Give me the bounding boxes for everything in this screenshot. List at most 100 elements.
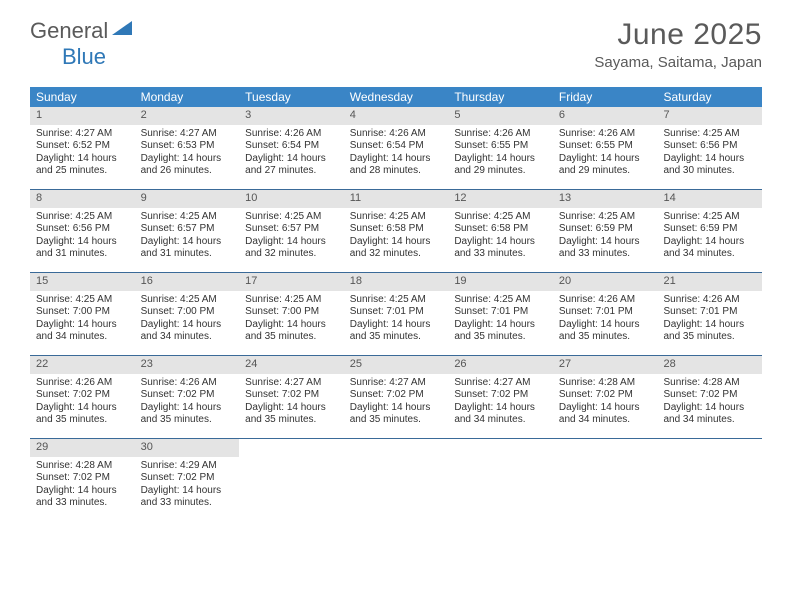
day-cell: 28Sunrise: 4:28 AMSunset: 7:02 PMDayligh…: [657, 356, 762, 438]
day-body: Sunrise: 4:27 AMSunset: 7:02 PMDaylight:…: [344, 374, 449, 431]
day-number: 22: [30, 356, 135, 374]
day-header-sunday: Sunday: [30, 87, 135, 107]
day-body: Sunrise: 4:26 AMSunset: 6:55 PMDaylight:…: [553, 125, 658, 182]
daylight-line: Daylight: 14 hours and 29 minutes.: [454, 153, 547, 178]
day-header-row: Sunday Monday Tuesday Wednesday Thursday…: [30, 87, 762, 107]
daylight-line: Daylight: 14 hours and 28 minutes.: [350, 153, 443, 178]
daylight-line: Daylight: 14 hours and 25 minutes.: [36, 153, 129, 178]
sunrise-line: Sunrise: 4:28 AM: [663, 377, 756, 390]
day-header-thursday: Thursday: [448, 87, 553, 107]
sunset-line: Sunset: 6:55 PM: [454, 140, 547, 153]
day-body: Sunrise: 4:26 AMSunset: 6:54 PMDaylight:…: [344, 125, 449, 182]
day-body: Sunrise: 4:26 AMSunset: 6:54 PMDaylight:…: [239, 125, 344, 182]
day-cell: 17Sunrise: 4:25 AMSunset: 7:00 PMDayligh…: [239, 273, 344, 355]
sunrise-line: Sunrise: 4:27 AM: [245, 377, 338, 390]
day-number: 12: [448, 190, 553, 208]
day-number: 14: [657, 190, 762, 208]
daylight-line: Daylight: 14 hours and 30 minutes.: [663, 153, 756, 178]
sunrise-line: Sunrise: 4:25 AM: [454, 294, 547, 307]
day-body: Sunrise: 4:25 AMSunset: 7:01 PMDaylight:…: [448, 291, 553, 348]
day-number: 8: [30, 190, 135, 208]
day-cell: 6Sunrise: 4:26 AMSunset: 6:55 PMDaylight…: [553, 107, 658, 189]
day-cell: 7 Sunrise: 4:25 AMSunset: 6:56 PMDaylight…: [657, 107, 762, 189]
day-body: Sunrise: 4:25 AMSunset: 6:58 PMDaylight:…: [448, 208, 553, 265]
sunrise-line: Sunrise: 4:26 AM: [36, 377, 129, 390]
calendar: Sunday Monday Tuesday Wednesday Thursday…: [30, 87, 762, 521]
sunrise-line: Sunrise: 4:25 AM: [36, 211, 129, 224]
sunset-line: Sunset: 6:57 PM: [245, 223, 338, 236]
sunrise-line: Sunrise: 4:25 AM: [663, 128, 756, 141]
sunrise-line: Sunrise: 4:26 AM: [559, 128, 652, 141]
sunset-line: Sunset: 7:00 PM: [141, 306, 234, 319]
daylight-line: Daylight: 14 hours and 35 minutes.: [350, 319, 443, 344]
day-header-wednesday: Wednesday: [344, 87, 449, 107]
day-cell: 5Sunrise: 4:26 AMSunset: 6:55 PMDaylight…: [448, 107, 553, 189]
day-body: Sunrise: 4:25 AMSunset: 7:00 PMDaylight:…: [30, 291, 135, 348]
daylight-line: Daylight: 14 hours and 31 minutes.: [36, 236, 129, 261]
sunset-line: Sunset: 7:01 PM: [350, 306, 443, 319]
day-header-friday: Friday: [553, 87, 658, 107]
day-number: 13: [553, 190, 658, 208]
day-cell: 2Sunrise: 4:27 AMSunset: 6:53 PMDaylight…: [135, 107, 240, 189]
empty-day: [657, 439, 762, 501]
sunrise-line: Sunrise: 4:28 AM: [36, 460, 129, 473]
day-cell: 30Sunrise: 4:29 AMSunset: 7:02 PMDayligh…: [135, 439, 240, 521]
empty-day: [239, 439, 344, 501]
week-row: 15Sunrise: 4:25 AMSunset: 7:00 PMDayligh…: [30, 273, 762, 356]
day-number: 23: [135, 356, 240, 374]
day-cell: 3Sunrise: 4:26 AMSunset: 6:54 PMDaylight…: [239, 107, 344, 189]
sunset-line: Sunset: 7:02 PM: [454, 389, 547, 402]
sunset-line: Sunset: 6:57 PM: [141, 223, 234, 236]
sunrise-line: Sunrise: 4:25 AM: [350, 211, 443, 224]
day-number: 16: [135, 273, 240, 291]
sunrise-line: Sunrise: 4:25 AM: [141, 211, 234, 224]
sunrise-line: Sunrise: 4:29 AM: [141, 460, 234, 473]
day-cell: 12Sunrise: 4:25 AMSunset: 6:58 PMDayligh…: [448, 190, 553, 272]
sunrise-line: Sunrise: 4:28 AM: [559, 377, 652, 390]
sunrise-line: Sunrise: 4:25 AM: [245, 211, 338, 224]
sunset-line: Sunset: 7:00 PM: [36, 306, 129, 319]
day-number: 4: [344, 107, 449, 125]
day-body: Sunrise: 4:28 AMSunset: 7:02 PMDaylight:…: [553, 374, 658, 431]
day-cell: 4Sunrise: 4:26 AMSunset: 6:54 PMDaylight…: [344, 107, 449, 189]
sunset-line: Sunset: 6:54 PM: [245, 140, 338, 153]
daylight-line: Daylight: 14 hours and 35 minutes.: [245, 319, 338, 344]
day-cell: [448, 439, 553, 521]
daylight-line: Daylight: 14 hours and 29 minutes.: [559, 153, 652, 178]
week-row: 29Sunrise: 4:28 AMSunset: 7:02 PMDayligh…: [30, 439, 762, 521]
sunrise-line: Sunrise: 4:25 AM: [663, 211, 756, 224]
daylight-line: Daylight: 14 hours and 35 minutes.: [141, 402, 234, 427]
sunset-line: Sunset: 7:02 PM: [559, 389, 652, 402]
day-cell: 23Sunrise: 4:26 AMSunset: 7:02 PMDayligh…: [135, 356, 240, 438]
sunset-line: Sunset: 7:00 PM: [245, 306, 338, 319]
day-number: 21: [657, 273, 762, 291]
day-number: 6: [553, 107, 658, 125]
day-number: 7: [657, 107, 762, 125]
sunrise-line: Sunrise: 4:25 AM: [245, 294, 338, 307]
week-row: 1Sunrise: 4:27 AMSunset: 6:52 PMDaylight…: [30, 107, 762, 190]
daylight-line: Daylight: 14 hours and 35 minutes.: [245, 402, 338, 427]
day-number: 30: [135, 439, 240, 457]
day-body: Sunrise: 4:25 AMSunset: 6:57 PMDaylight:…: [135, 208, 240, 265]
daylight-line: Daylight: 14 hours and 35 minutes.: [454, 319, 547, 344]
day-number: 3: [239, 107, 344, 125]
week-row: 22 Sunrise: 4:26 AM Sunset: 7:02 PM Dayligh…: [30, 356, 762, 439]
logo-text-general: General: [30, 18, 108, 44]
day-body: Sunrise: 4:29 AMSunset: 7:02 PMDaylight:…: [135, 457, 240, 514]
sunrise-line: Sunrise: 4:25 AM: [350, 294, 443, 307]
daylight-line: Daylight: 14 hours and 33 minutes.: [559, 236, 652, 261]
sunrise-line: Sunrise: 4:25 AM: [559, 211, 652, 224]
day-cell: 13Sunrise: 4:25 AMSunset: 6:59 PMDayligh…: [553, 190, 658, 272]
sunset-line: Sunset: 7:01 PM: [454, 306, 547, 319]
sunset-line: Sunset: 6:56 PM: [663, 140, 756, 153]
day-number: 25: [344, 356, 449, 374]
day-number: 11: [344, 190, 449, 208]
day-number: 24: [239, 356, 344, 374]
daylight-line: Daylight: 14 hours and 34 minutes.: [141, 319, 234, 344]
day-number: 9: [135, 190, 240, 208]
daylight-line: Daylight: 14 hours and 31 minutes.: [141, 236, 234, 261]
day-number: 15: [30, 273, 135, 291]
day-cell: 18Sunrise: 4:25 AMSunset: 7:01 PMDayligh…: [344, 273, 449, 355]
sunrise-line: Sunrise: 4:26 AM: [454, 128, 547, 141]
day-cell: [553, 439, 658, 521]
